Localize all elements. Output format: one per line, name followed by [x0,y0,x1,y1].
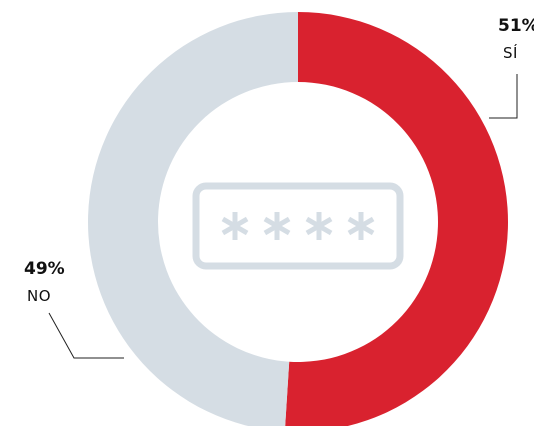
password-field-icon [192,182,404,270]
slice-no-label: NO [27,287,51,305]
donut-slices [88,12,508,426]
asterisk-icon [305,212,333,240]
slice-si-percent: 51% [498,16,534,36]
slice-si-leader [489,74,518,119]
asterisk-icon [263,212,291,240]
asterisk-icon [347,212,375,240]
label-no: 49% NO [24,259,124,359]
slice-si [285,12,508,426]
password-asterisks [221,212,375,240]
slice-no-percent: 49% [24,259,65,279]
slice-no-leader [48,312,124,359]
asterisk-icon [221,212,249,240]
label-si: 51% SÍ [489,16,534,119]
slice-si-label: SÍ [503,43,518,62]
slice-no [88,12,298,426]
